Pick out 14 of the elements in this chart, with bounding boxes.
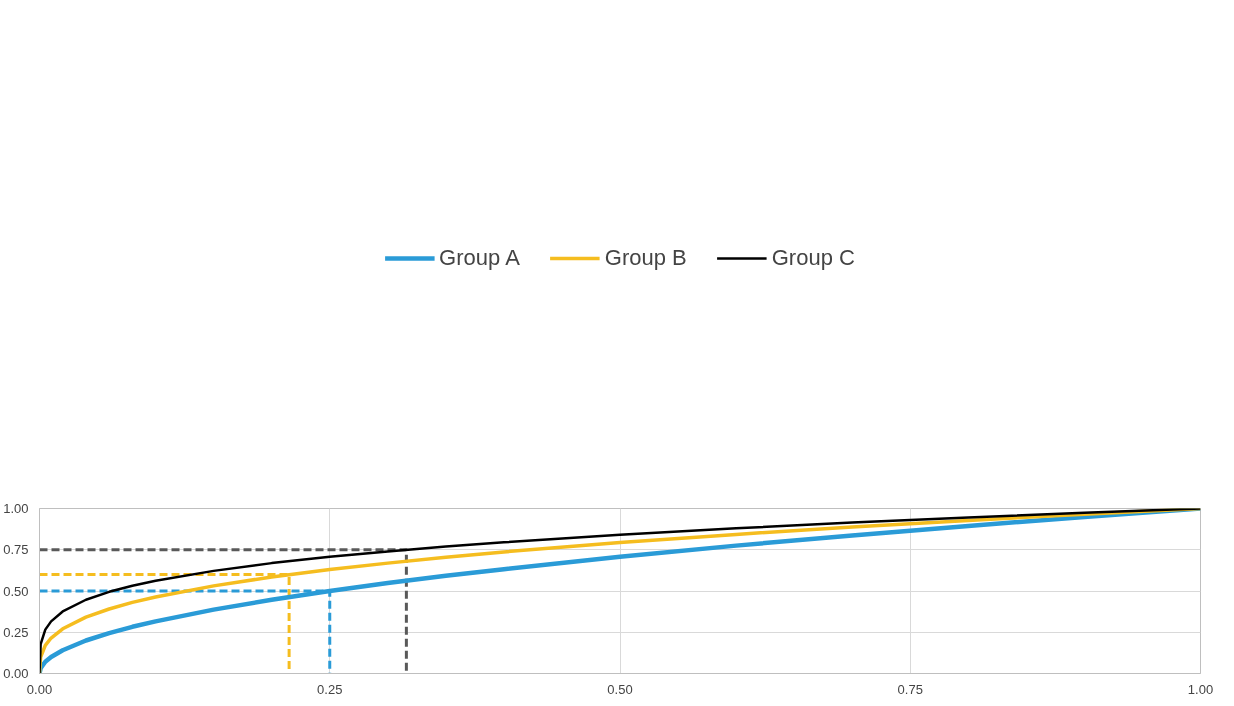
y-tick-label: 0.25 [3,624,29,640]
legend-label: Group B [604,245,687,271]
legend-label: Group A [439,245,520,271]
x-tick-label: 1.00 [1187,681,1214,697]
line-series [39,508,1201,674]
x-tick-label: 0.75 [897,681,923,697]
y-tick-label: 1.00 [3,501,29,516]
y-tick-label: 0.00 [3,666,29,681]
x-tick-label: 0.50 [607,681,633,697]
x-tick-label: 0.25 [317,681,343,697]
legend-label: Group C [771,245,855,271]
y-tick-label: 0.75 [3,542,29,558]
x-tick-label: 0.00 [26,681,53,697]
y-tick-label: 0.50 [3,583,29,599]
